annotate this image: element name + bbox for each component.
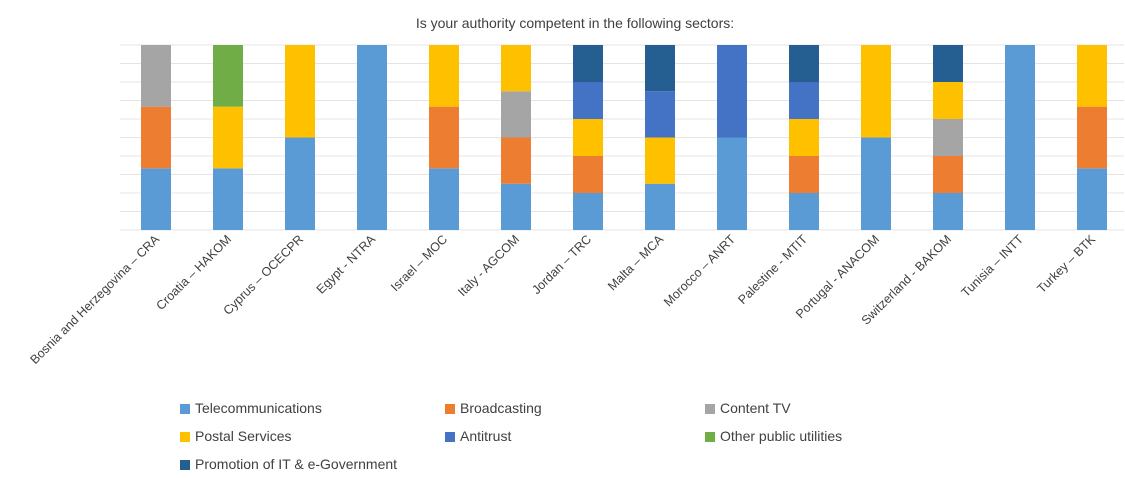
bar-segment: Morocco – ANRT — Telecommunications <box>717 137 747 230</box>
bar-segment: Malta – MCA — Telecommunications <box>645 183 675 230</box>
bar-segment: Switzerland - BAKOM — Postal Services <box>933 82 963 119</box>
legend-item: Other public utilities <box>705 428 842 444</box>
bar-segment: Malta – MCA — Promotion of IT & e-Govern… <box>645 45 675 92</box>
bar-segment: Portugal - ANACOM — Postal Services <box>861 45 891 138</box>
legend-item: Promotion of IT & e-Government <box>180 456 397 472</box>
bar-segment: Israel – MOC — Postal Services <box>429 45 459 107</box>
x-tick-label: Egypt - NTRA <box>314 232 379 297</box>
legend-swatch <box>705 432 715 442</box>
legend: Telecommunications Broadcasting Content TV… <box>180 400 842 472</box>
bar-segment: Palestine - MTIT — Broadcasting <box>789 156 819 193</box>
bar-segment: Morocco – ANRT — Antitrust <box>717 45 747 138</box>
bar-segment: Bosnia and Herzegovina – CRA — Telecommu… <box>141 168 171 230</box>
bar-segment: Malta – MCA — Postal Services <box>645 137 675 184</box>
bar-segment: Jordan – TRC — Broadcasting <box>573 156 603 193</box>
bar-segment: Palestine - MTIT — Antitrust <box>789 82 819 119</box>
bar-segment: Palestine - MTIT — Promotion of IT & e-G… <box>789 45 819 82</box>
bar-segment: Switzerland - BAKOM — Broadcasting <box>933 156 963 193</box>
legend-label: Promotion of IT & e-Government <box>195 456 397 472</box>
x-tick-label: Palestine - MTIT <box>735 232 810 307</box>
legend-item: Postal Services <box>180 428 291 444</box>
x-tick-label: Morocco – ANRT <box>661 232 738 309</box>
bar-segment: Jordan – TRC — Antitrust <box>573 82 603 119</box>
legend-item: Broadcasting <box>445 400 542 416</box>
x-tick-label: Italy - AGCOM <box>455 232 522 299</box>
bar-segment: Egypt - NTRA — Telecommunications <box>357 45 387 230</box>
x-tick-label: Jordan – TRC <box>529 232 594 297</box>
bar-segment: Jordan – TRC — Postal Services <box>573 119 603 156</box>
legend-label: Other public utilities <box>720 428 842 444</box>
x-tick-label: Israel – MOC <box>388 232 450 294</box>
bar-segment: Croatia – HAKOM — Postal Services <box>213 106 243 169</box>
bar-segment: Switzerland - BAKOM — Promotion of IT & … <box>933 45 963 82</box>
x-tick-label: Malta – MCA <box>605 232 666 293</box>
bar-segment: Cyprus – OCECPR — Telecommunications <box>285 137 315 230</box>
legend-swatch <box>705 404 715 414</box>
x-tick-label: Turkey – BTK <box>1035 232 1099 296</box>
bar-segment: Israel – MOC — Broadcasting <box>429 106 459 169</box>
legend-swatch <box>445 404 455 414</box>
x-tick-label: Bosnia and Herzegovina – CRA <box>27 232 162 367</box>
bar-segment: Croatia – HAKOM — Telecommunications <box>213 168 243 230</box>
bar-segment: Israel – MOC — Telecommunications <box>429 168 459 230</box>
bar-segment: Palestine - MTIT — Telecommunications <box>789 193 819 230</box>
chart-title: Is your authority competent in the follo… <box>416 15 734 31</box>
x-tick-label: Croatia – HAKOM <box>153 232 234 313</box>
legend-label: Antitrust <box>460 428 511 444</box>
legend-swatch <box>180 460 190 470</box>
legend-swatch <box>180 432 190 442</box>
bar-segment: Italy - AGCOM — Telecommunications <box>501 183 531 230</box>
bar-segment: Tunisia – INTT — Telecommunications <box>1005 45 1035 230</box>
bar-segment: Jordan – TRC — Telecommunications <box>573 193 603 230</box>
legend-item: Telecommunications <box>180 400 322 416</box>
x-tick-label: Cyprus – OCECPR <box>221 232 307 318</box>
gridlines <box>120 44 1124 231</box>
bar-segment: Switzerland - BAKOM — Content TV <box>933 119 963 156</box>
bar-segment: Croatia – HAKOM — Other public utilities <box>213 45 243 107</box>
legend-label: Content TV <box>720 400 791 416</box>
bar-segment: Bosnia and Herzegovina – CRA — Broadcast… <box>141 106 171 169</box>
bars: Bosnia and Herzegovina – CRA — Telecommu… <box>141 45 1107 230</box>
bar-segment: Turkey – BTK — Telecommunications <box>1077 168 1107 230</box>
bar-segment: Bosnia and Herzegovina – CRA — Content T… <box>141 45 171 107</box>
legend-item: Antitrust <box>445 428 511 444</box>
legend-label: Broadcasting <box>460 400 542 416</box>
legend-label: Postal Services <box>195 428 291 444</box>
bar-segment: Italy - AGCOM — Content TV <box>501 91 531 138</box>
bar-segment: Italy - AGCOM — Postal Services <box>501 45 531 92</box>
bar-segment: Turkey – BTK — Postal Services <box>1077 45 1107 107</box>
legend-item: Content TV <box>705 400 791 416</box>
bar-segment: Malta – MCA — Antitrust <box>645 91 675 138</box>
bar-segment: Palestine - MTIT — Postal Services <box>789 119 819 156</box>
bar-segment: Switzerland - BAKOM — Telecommunications <box>933 193 963 230</box>
bar-segment: Turkey – BTK — Broadcasting <box>1077 106 1107 169</box>
legend-swatch <box>180 404 190 414</box>
bar-segment: Italy - AGCOM — Broadcasting <box>501 137 531 184</box>
legend-label: Telecommunications <box>195 400 322 416</box>
legend-swatch <box>445 432 455 442</box>
bar-segment: Portugal - ANACOM — Telecommunications <box>861 137 891 230</box>
bar-segment: Cyprus – OCECPR — Postal Services <box>285 45 315 138</box>
bar-segment: Jordan – TRC — Promotion of IT & e-Gover… <box>573 45 603 82</box>
x-tick-label: Tunisia – INTT <box>959 232 1027 300</box>
